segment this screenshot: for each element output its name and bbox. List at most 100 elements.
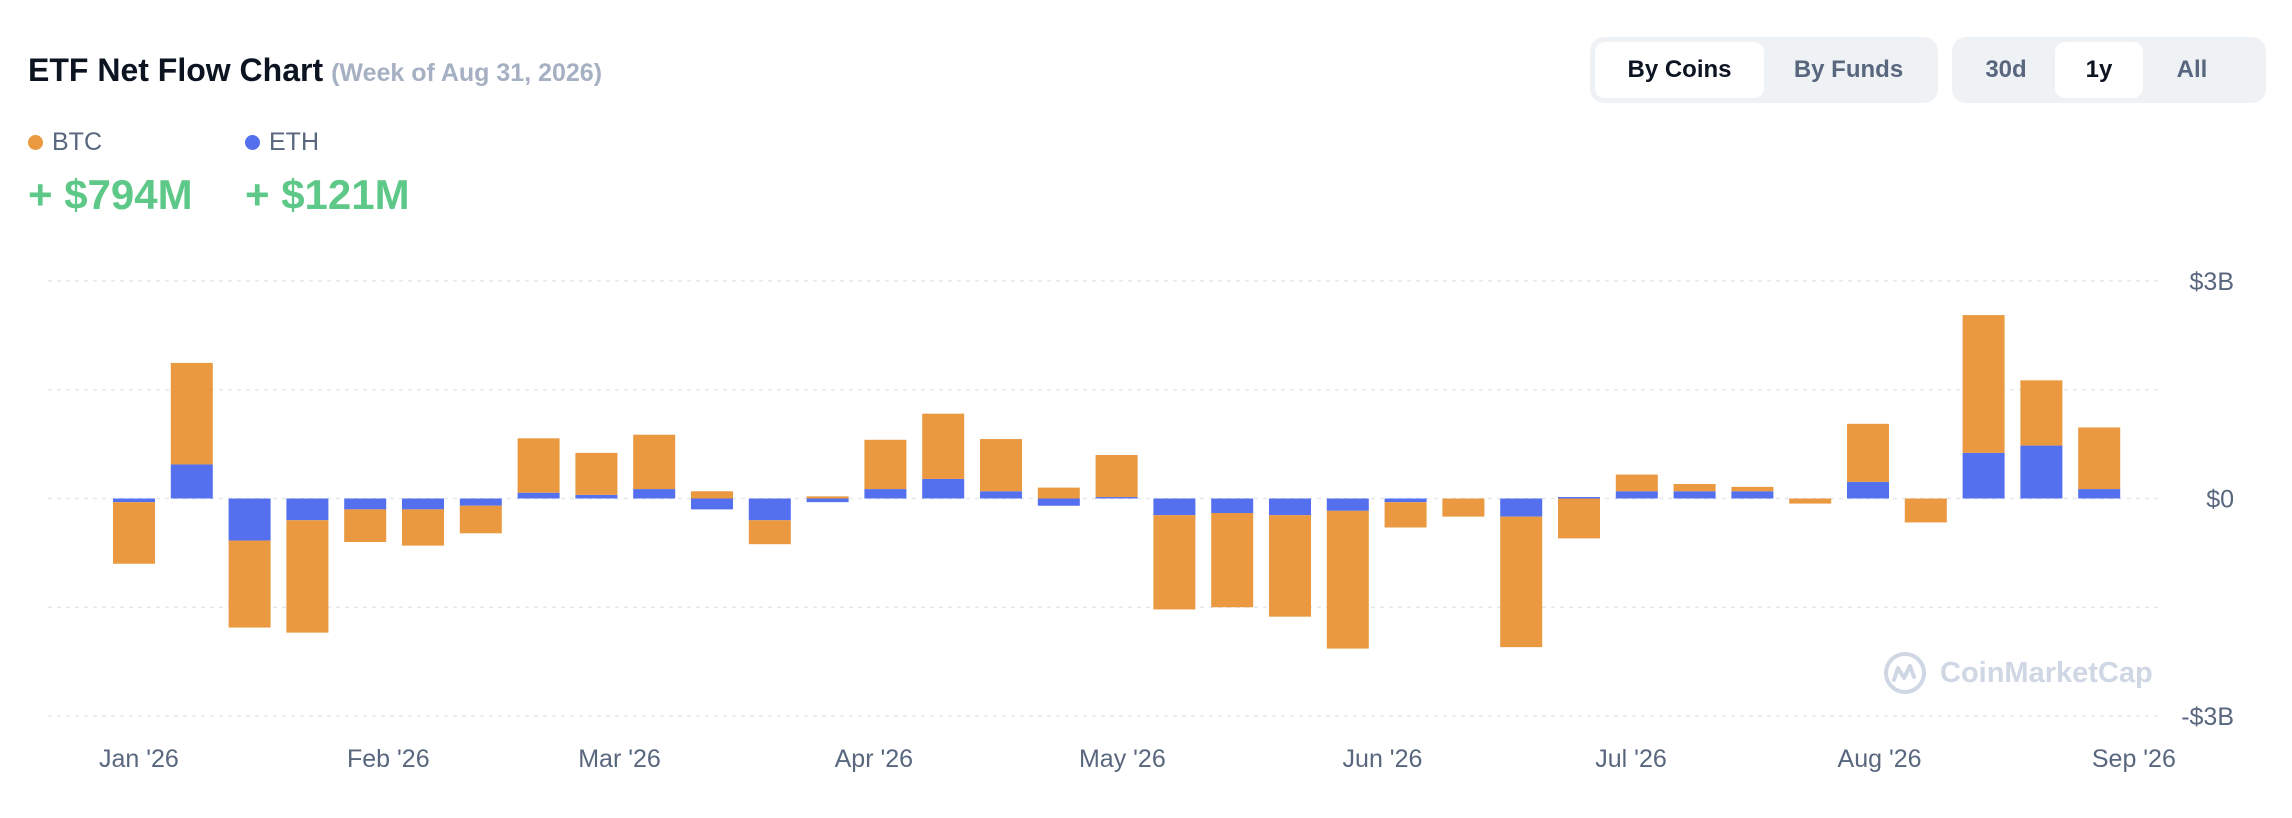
bar-eth[interactable] (113, 498, 155, 503)
bar-eth[interactable] (1615, 491, 1658, 499)
bar-eth[interactable] (1558, 497, 1600, 499)
x-tick-label: Mar '26 (578, 745, 661, 773)
x-tick-label: Feb '26 (347, 745, 430, 773)
page-title: ETF Net Flow Chart (28, 52, 324, 88)
range-1y-button[interactable]: 1y (2055, 42, 2143, 98)
bar-btc[interactable] (1153, 515, 1196, 610)
page-subtitle: (Week of Aug 31, 2026) (331, 59, 603, 87)
bar-eth[interactable] (980, 491, 1022, 499)
x-tick-label: Jul '26 (1595, 745, 1666, 773)
bar-eth[interactable] (170, 464, 213, 499)
bar-btc[interactable] (1789, 498, 1832, 504)
bar-btc[interactable] (113, 502, 155, 564)
bar-eth[interactable] (1269, 498, 1311, 516)
coinmarketcap-logo-icon (1884, 652, 1926, 694)
bar-eth[interactable] (691, 498, 733, 510)
x-tick-label: Sep '26 (2092, 745, 2176, 773)
bar-eth[interactable] (806, 498, 849, 503)
bar-btc[interactable] (864, 439, 907, 490)
range-toggle: 30d 1y All (1952, 37, 2266, 103)
watermark: CoinMarketCap (1882, 650, 2153, 696)
bar-eth[interactable] (1153, 498, 1196, 516)
bar-eth[interactable] (633, 489, 676, 499)
y-tick-label: $3B (2190, 268, 2234, 296)
bar-btc[interactable] (2020, 380, 2063, 446)
bar-btc[interactable] (402, 509, 444, 546)
watermark-text: CoinMarketCap (1940, 656, 2153, 689)
legend-label-eth: ETH (269, 128, 319, 156)
bar-btc[interactable] (748, 520, 791, 545)
bar-btc[interactable] (1326, 510, 1369, 649)
x-tick-label: Apr '26 (835, 745, 913, 773)
bar-eth[interactable] (517, 492, 560, 499)
x-tick-label: Jan '26 (99, 745, 179, 773)
bar-btc[interactable] (1095, 455, 1138, 498)
bar-eth[interactable] (228, 498, 271, 541)
by-funds-button[interactable]: By Funds (1793, 56, 1904, 83)
bar-btc[interactable] (286, 520, 329, 633)
legend-item-eth[interactable]: ETH + $121M (245, 128, 410, 219)
bar-eth[interactable] (1095, 497, 1138, 499)
bar-eth[interactable] (344, 498, 387, 510)
bar-btc[interactable] (633, 434, 676, 490)
by-coins-button[interactable]: By Coins (1595, 42, 1764, 98)
eth-dot-icon (245, 135, 260, 150)
bar-eth[interactable] (286, 498, 329, 521)
bar-eth[interactable] (1500, 498, 1543, 517)
bar-btc[interactable] (922, 413, 965, 479)
bar-eth[interactable] (575, 494, 618, 499)
legend-label-btc: BTC (52, 128, 102, 156)
bar-btc[interactable] (228, 540, 271, 628)
bar-btc[interactable] (1211, 513, 1254, 608)
bar-eth[interactable] (402, 498, 444, 510)
bar-eth[interactable] (1731, 491, 1774, 499)
bar-eth[interactable] (864, 489, 907, 499)
bar-btc[interactable] (1500, 516, 1543, 648)
legend-value-eth: + $121M (245, 171, 410, 218)
bar-btc[interactable] (2078, 427, 2121, 490)
bar-btc[interactable] (1442, 498, 1485, 517)
bar-eth[interactable] (1211, 498, 1254, 514)
bar-btc[interactable] (1384, 502, 1427, 528)
chart-header: ETF Net Flow Chart (Week of Aug 31, 2026… (28, 52, 602, 89)
bar-eth[interactable] (2078, 489, 2121, 499)
range-all-button[interactable]: All (2176, 56, 2208, 83)
bar-eth[interactable] (1673, 491, 1716, 499)
x-tick-label: May '26 (1079, 745, 1166, 773)
legend-item-btc[interactable]: BTC + $794M (28, 128, 193, 219)
y-tick-label: $0 (2206, 486, 2234, 514)
bar-btc[interactable] (1847, 423, 1889, 482)
bar-btc[interactable] (517, 438, 560, 493)
bar-btc[interactable] (691, 491, 733, 499)
bar-eth[interactable] (1037, 498, 1080, 506)
coin-toggle: By Coins By Funds (1590, 37, 1938, 103)
bar-eth[interactable] (922, 478, 965, 499)
bar-btc[interactable] (1615, 474, 1658, 492)
bar-btc[interactable] (1558, 498, 1600, 539)
bar-btc[interactable] (170, 362, 213, 465)
bar-eth[interactable] (2020, 445, 2063, 499)
bar-btc[interactable] (980, 439, 1022, 492)
bar-btc[interactable] (1962, 315, 2005, 453)
bar-btc[interactable] (1673, 484, 1716, 492)
bar-btc[interactable] (806, 496, 849, 499)
bar-btc[interactable] (1904, 498, 1947, 523)
x-tick-label: Aug '26 (1838, 745, 1922, 773)
legend-value-btc: + $794M (28, 171, 193, 218)
bar-btc[interactable] (459, 505, 502, 534)
bar-btc[interactable] (344, 509, 387, 542)
bar-eth[interactable] (748, 498, 791, 521)
bar-eth[interactable] (1384, 498, 1427, 503)
bar-eth[interactable] (1962, 452, 2005, 499)
bar-btc[interactable] (1037, 487, 1080, 499)
bar-btc[interactable] (1269, 515, 1311, 617)
bar-btc[interactable] (1731, 486, 1774, 492)
bar-eth[interactable] (1326, 498, 1369, 511)
bar-eth[interactable] (1847, 481, 1889, 499)
range-30d-button[interactable]: 30d (1985, 56, 2027, 83)
btc-dot-icon (28, 135, 43, 150)
bar-btc[interactable] (575, 452, 618, 495)
bar-eth[interactable] (459, 498, 502, 506)
y-tick-label: -$3B (2181, 703, 2234, 731)
